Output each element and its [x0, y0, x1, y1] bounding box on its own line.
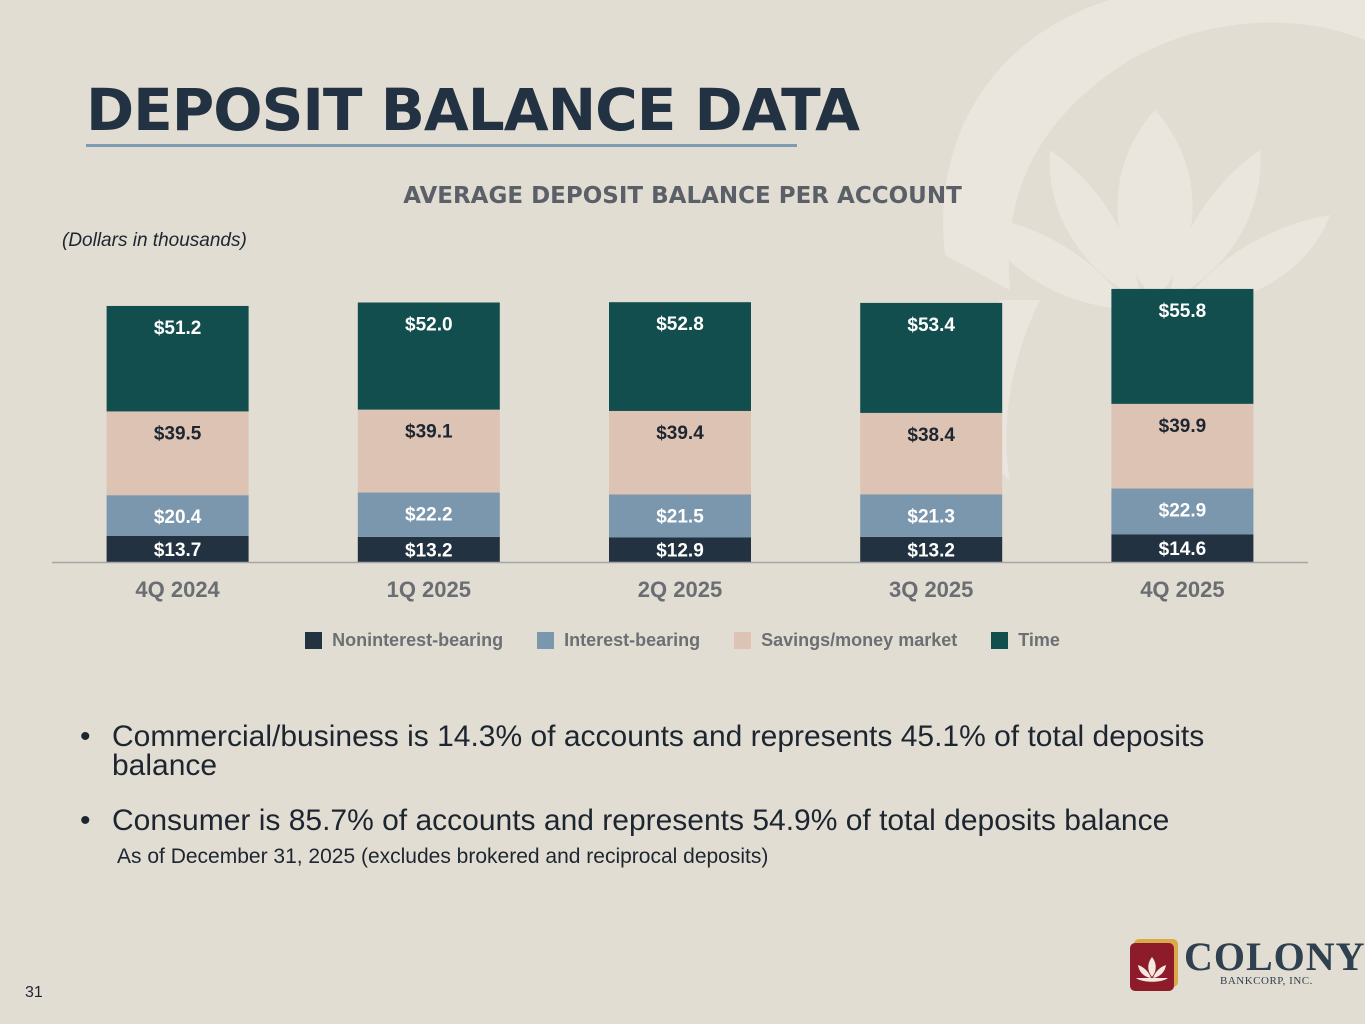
data-label: $39.4 — [656, 423, 704, 444]
data-label: $13.2 — [405, 540, 453, 561]
data-label: $39.1 — [405, 422, 453, 443]
bar-segment — [609, 494, 751, 538]
bullet-item: • Consumer is 85.7% of accounts and repre… — [80, 804, 1280, 837]
legend-label: Noninterest-bearing — [332, 630, 504, 650]
logo-wordmark: COLONY — [1184, 934, 1365, 979]
data-label: $22.2 — [405, 505, 453, 526]
legend-item-savings-money-market: Savings/money market — [734, 630, 957, 651]
legend-swatch — [537, 632, 555, 649]
bar-segment — [609, 537, 751, 562]
bar-segment — [609, 410, 751, 495]
legend-label: Interest-bearing — [564, 630, 701, 650]
data-label: $12.9 — [656, 541, 704, 562]
data-label: $22.9 — [1159, 500, 1207, 521]
data-label: $52.0 — [405, 315, 453, 336]
data-label: $21.5 — [656, 506, 704, 527]
x-tick-label: 2Q 2025 — [638, 577, 722, 602]
title-underline — [86, 144, 797, 147]
bar-segment — [357, 409, 500, 493]
bar-segment — [106, 495, 249, 536]
bar-segment — [609, 302, 751, 411]
stacked-bar-chart: $13.7 $20.4 $39.5 $51.2 4Q 2024 $13.2 $22.2 $39… — [52, 288, 1308, 602]
data-label: $13.7 — [154, 540, 202, 561]
bar-segment — [1111, 488, 1254, 535]
data-label: $39.5 — [154, 423, 202, 444]
bullet-list: • Commercial/business is 14.3% of account… — [80, 722, 1280, 861]
bar-segment — [860, 494, 1003, 537]
data-label: $55.8 — [1159, 301, 1207, 322]
page-title: DEPOSIT BALANCE DATA — [86, 76, 860, 144]
bar-segment — [860, 536, 1003, 562]
bullet-dot-icon: • — [80, 804, 91, 837]
data-label: $13.2 — [907, 540, 955, 561]
bar-segment — [357, 536, 500, 562]
bar-segment — [106, 411, 249, 496]
legend-item-noninterest-bearing: Noninterest-bearing — [305, 630, 503, 651]
bar-segment — [860, 412, 1003, 495]
company-logo: COLONY BANKCORP, INC. — [1128, 933, 1365, 993]
bar-segment — [1111, 534, 1254, 562]
units-note: (Dollars in thousands) — [62, 230, 247, 251]
legend-item-time: Time — [991, 630, 1060, 651]
data-label: $39.9 — [1159, 416, 1207, 437]
bar-segment — [106, 305, 249, 412]
chart-title: AVERAGE DEPOSIT BALANCE PER ACCOUNT — [403, 183, 962, 209]
bar-segment — [357, 492, 500, 537]
bullet-text: Commercial/business is 14.3% of accounts… — [112, 720, 1205, 782]
bar-segment — [1111, 288, 1254, 404]
page-number: 31 — [25, 984, 43, 1001]
bar-segment — [106, 535, 249, 562]
x-tick-label: 1Q 2025 — [387, 577, 471, 602]
bar-segment — [357, 302, 500, 410]
legend-item-interest-bearing: Interest-bearing — [537, 630, 700, 651]
logo-subtitle: BANKCORP, INC. — [1220, 975, 1313, 987]
data-label: $38.4 — [907, 425, 955, 446]
data-label: $53.4 — [907, 315, 955, 336]
data-label: $21.3 — [907, 506, 955, 527]
legend-swatch — [305, 632, 323, 649]
data-label: $52.8 — [656, 314, 704, 335]
data-label: $14.6 — [1159, 539, 1207, 560]
bar-segment — [1111, 403, 1254, 489]
chart-legend: Noninterest-bearing Interest-bearing Sav… — [0, 630, 1365, 651]
legend-label: Savings/money market — [761, 630, 958, 650]
legend-swatch — [991, 632, 1009, 649]
footnote: As of December 31, 2025 (excludes broker… — [117, 845, 769, 868]
legend-label: Time — [1018, 630, 1060, 650]
data-label: $20.4 — [154, 507, 202, 528]
bullet-item: • Commercial/business is 14.3% of account… — [80, 720, 1280, 782]
x-tick-label: 3Q 2025 — [889, 577, 973, 602]
bullet-dot-icon: • — [80, 720, 91, 753]
x-tick-label: 4Q 2024 — [135, 577, 220, 602]
data-label: $51.2 — [154, 318, 202, 339]
x-tick-label: 4Q 2025 — [1140, 577, 1224, 602]
bullet-text: Consumer is 85.7% of accounts and repres… — [112, 804, 1170, 837]
bar-segment — [860, 302, 1003, 413]
legend-swatch — [734, 632, 752, 649]
lotus-flower-icon — [1130, 939, 1178, 991]
